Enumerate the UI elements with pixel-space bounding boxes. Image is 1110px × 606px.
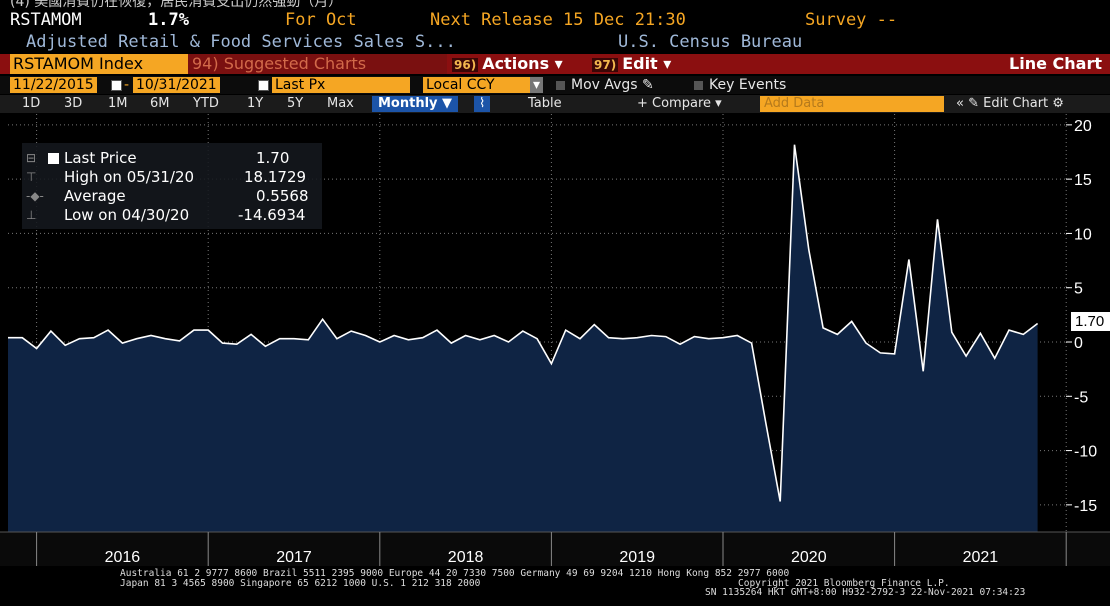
legend-last-price: ⊟ Last Price 1.70: [26, 149, 290, 167]
x-axis-band: [0, 532, 1110, 566]
x-tick-label: 2021: [963, 549, 999, 566]
y-tick-label: -10: [1074, 444, 1097, 461]
compare-button[interactable]: + Compare ▾: [637, 96, 722, 111]
date-range-bar: 11/22/2015 - 10/31/2021 Last Px Local CC…: [0, 76, 1110, 94]
y-tick-label: -15: [1074, 498, 1097, 515]
last-value-tag: 1.70: [1071, 312, 1110, 331]
y-tick-label: 20: [1074, 118, 1092, 135]
y-tick-label: 10: [1074, 226, 1092, 243]
x-tick-label: 2016: [105, 549, 141, 566]
checkbox-icon: [556, 80, 565, 90]
line-chart: 20 15 10 5 0 -5 -10 -15 2016 2017 2018 2019 2020 202…: [0, 114, 1110, 566]
legend-average: -◆- Average 0.5568: [26, 187, 309, 205]
currency-select[interactable]: Local CCY: [423, 77, 533, 93]
frequency-select[interactable]: Monthly ▼: [372, 96, 459, 112]
end-date-input[interactable]: 10/31/2021: [133, 77, 220, 93]
x-tick-label: 2017: [276, 549, 312, 566]
legend-box: ⊟ Last Price 1.70 ⊤ High on 05/31/20 18.…: [22, 143, 322, 229]
footer: Australia 61 2 9777 8600 Brazil 5511 239…: [0, 566, 1110, 606]
actions-menu[interactable]: 96) Actions ▾: [452, 54, 563, 73]
timeframe-3d[interactable]: 3D: [64, 96, 83, 111]
series-line: [8, 144, 1039, 502]
date-separator: -: [124, 77, 130, 93]
last-value: 1.7%: [148, 10, 189, 30]
legend-high: ⊤ High on 05/31/20 18.1729: [26, 168, 307, 186]
timeframe-1y[interactable]: 1Y: [247, 96, 264, 111]
timeframe-ytd[interactable]: YTD: [193, 96, 219, 111]
y-tick-label: 15: [1074, 172, 1092, 189]
mov-avgs-toggle[interactable]: Mov Avgs ✎: [556, 77, 654, 93]
y-axis: 20 15 10 5 0 -5 -10 -15: [1066, 118, 1097, 515]
security-description-row: Adjusted Retail & Food Services Sales S.…: [0, 32, 1110, 53]
edit-chart-button[interactable]: « ✎ Edit Chart ⚙: [956, 96, 1064, 111]
suggested-charts-button[interactable]: 94) Suggested Charts: [188, 54, 447, 74]
cropped-caption: (4) 美國消費仍在恢復，居民消費支出仍然強勁（月）: [0, 0, 1110, 8]
currency-dropdown-icon[interactable]: ▾: [530, 77, 544, 93]
timeframe-5y[interactable]: 5Y: [287, 96, 304, 111]
timeframe-1m[interactable]: 1M: [108, 96, 128, 111]
x-tick-label: 2018: [448, 549, 484, 566]
security-header: RSTAMOM 1.7% For Oct Next Release 15 Dec…: [0, 10, 1110, 32]
x-tick-label: 2019: [619, 549, 655, 566]
edit-menu[interactable]: 97) Edit ▾: [592, 54, 672, 73]
for-period: For Oct: [285, 10, 357, 30]
table-button[interactable]: Table: [528, 96, 562, 111]
legend-swatch: [48, 153, 59, 164]
start-date-input[interactable]: 11/22/2015: [10, 77, 97, 93]
next-release: Next Release 15 Dec 21:30: [430, 10, 686, 30]
price-field-select[interactable]: Last Px: [272, 77, 410, 93]
checkbox-icon: [694, 80, 703, 90]
timeframe-1d[interactable]: 1D: [22, 96, 41, 111]
series-area: [8, 144, 1038, 532]
data-source: U.S. Census Bureau: [618, 32, 803, 52]
timeframe-max[interactable]: Max: [327, 96, 354, 111]
x-tick-label: 2020: [791, 549, 827, 566]
y-tick-label: -5: [1074, 389, 1088, 406]
survey: Survey --: [805, 10, 898, 30]
footer-phones-2: Japan 81 3 4565 8900 Singapore 65 6212 1…: [120, 578, 481, 589]
key-events-toggle[interactable]: Key Events: [694, 77, 786, 93]
footer-sn: SN 1135264 HKT GMT+8:00 H932-2792-3 22-N…: [705, 587, 1026, 598]
legend-low: ⊥ Low on 04/30/20 -14.6934: [26, 206, 306, 224]
security-input[interactable]: RSTAMOM Index: [10, 54, 189, 74]
security-description: Adjusted Retail & Food Services Sales S.…: [26, 32, 456, 52]
end-calendar-icon[interactable]: [258, 77, 269, 93]
period-bar: 1D 3D 1M 6M YTD 1Y 5Y Max Monthly ▼ ⌇ Ta…: [0, 95, 1110, 113]
start-calendar-icon[interactable]: [111, 77, 122, 93]
x-axis: 2016 2017 2018 2019 2020 2021: [0, 531, 1110, 566]
y-tick-label: 5: [1074, 281, 1083, 298]
add-data-input[interactable]: Add Data: [760, 96, 944, 112]
main-toolbar: RSTAMOM Index 94) Suggested Charts 96) Ac…: [0, 54, 1110, 74]
timeframe-6m[interactable]: 6M: [150, 96, 170, 111]
footer-copyright: Copyright 2021 Bloomberg Finance L.P.: [738, 578, 950, 589]
chart-type-label: Line Chart: [1009, 54, 1102, 73]
ticker: RSTAMOM: [10, 10, 82, 30]
footer-phones-1: Australia 61 2 9777 8600 Brazil 5511 239…: [120, 568, 790, 579]
line-chart-icon[interactable]: ⌇: [474, 96, 491, 112]
y-tick-label: 0: [1074, 335, 1083, 352]
